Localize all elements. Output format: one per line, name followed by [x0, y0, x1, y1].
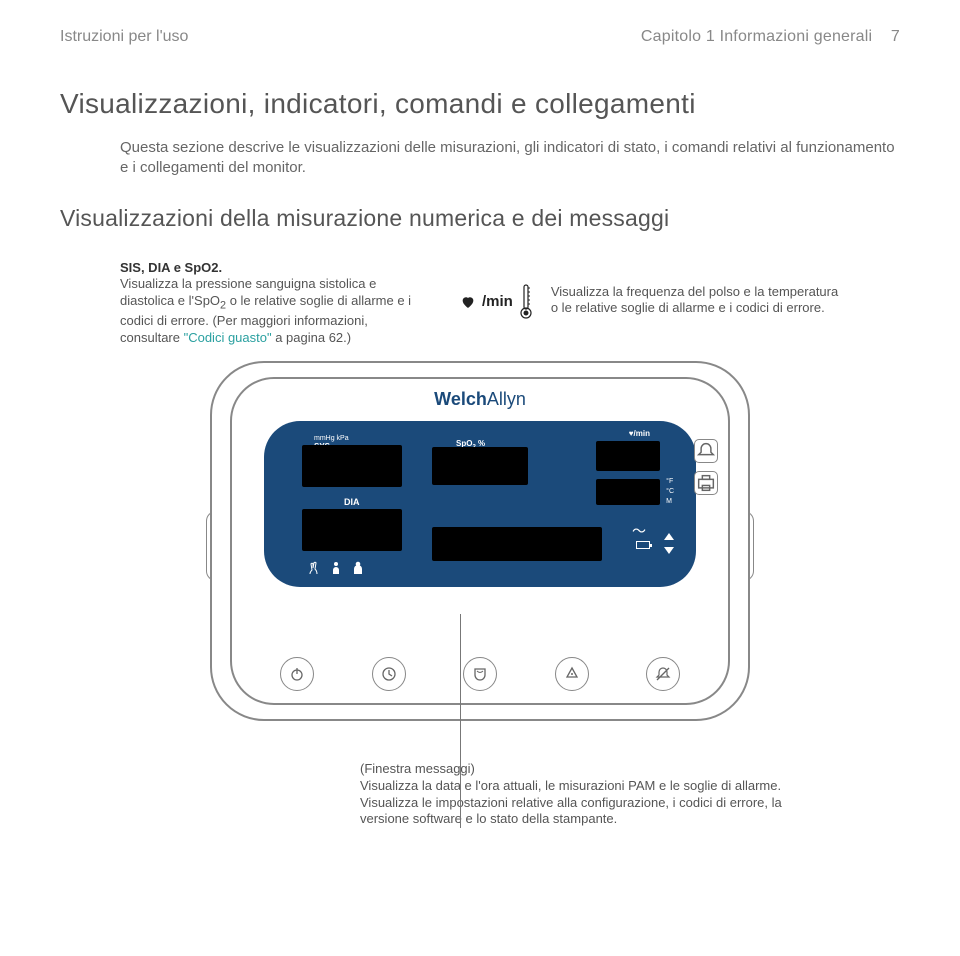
patient-mode-icons	[308, 561, 364, 575]
side-button-alarm[interactable]	[694, 439, 718, 463]
section-title: Visualizzazioni della misurazione numeri…	[60, 205, 900, 232]
down-arrow-icon	[664, 547, 674, 554]
dia-display	[302, 509, 402, 551]
leader-line	[460, 614, 461, 828]
spo2-display	[432, 447, 528, 485]
device-illustration: WelchAllyn mmHg kPaSYS SpO2 % ♥/min DIA …	[210, 361, 750, 721]
silence-button[interactable]	[646, 657, 680, 691]
message-display	[432, 527, 602, 561]
callout-left: SIS, DIA e SpO2. Visualizza la pressione…	[120, 260, 420, 347]
power-button[interactable]	[280, 657, 314, 691]
heart-min-icon: /min	[460, 284, 533, 320]
mode-button[interactable]	[555, 657, 589, 691]
ac-icon: 〜	[632, 521, 646, 541]
side-button-print[interactable]	[694, 471, 718, 495]
cycle-button[interactable]	[372, 657, 406, 691]
page-header: Istruzioni per l'uso Capitolo 1 Informaz…	[60, 28, 900, 46]
up-arrow-icon	[664, 533, 674, 540]
temp-units: °F °C M	[666, 477, 674, 507]
temp-display	[596, 479, 660, 505]
header-right: Capitolo 1 Informazioni generali 7	[641, 28, 900, 46]
display-panel: mmHg kPaSYS SpO2 % ♥/min DIA °F °C M 〜	[264, 421, 696, 587]
battery-icon	[636, 541, 650, 549]
brand-logo: WelchAllyn	[434, 389, 526, 410]
page-title: Visualizzazioni, indicatori, comandi e c…	[60, 88, 900, 120]
dia-label: DIA	[344, 497, 360, 507]
bpm-label: ♥/min	[629, 429, 650, 438]
header-left: Istruzioni per l'uso	[60, 28, 188, 46]
control-row	[280, 657, 680, 691]
nibp-button[interactable]	[463, 657, 497, 691]
callout-bottom: (Finestra messaggi) Visualizza la data e…	[360, 761, 810, 829]
thermometer-icon	[519, 284, 533, 320]
bpm-display	[596, 441, 660, 471]
sys-display	[302, 445, 402, 487]
intro-text: Questa sezione descrive le visualizzazio…	[120, 138, 900, 179]
callout-right: Visualizza la frequenza del polso e la t…	[551, 284, 841, 318]
